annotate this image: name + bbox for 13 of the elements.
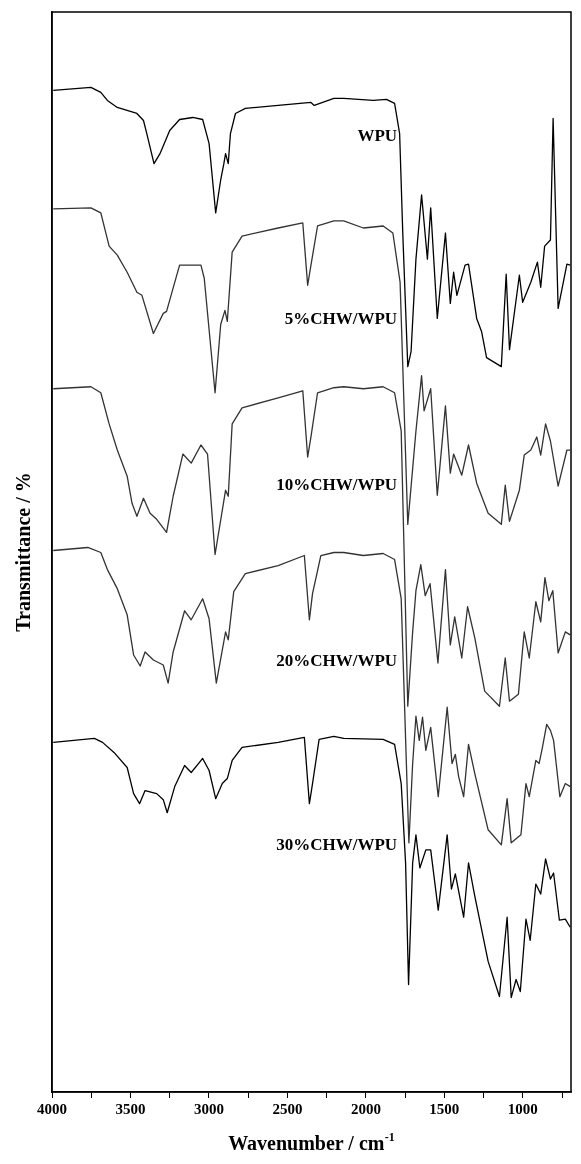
- series-label: 5%CHW/WPU: [284, 309, 398, 329]
- x-tick-label: 1000: [507, 1100, 538, 1117]
- x-tick-label: 3500: [115, 1100, 146, 1117]
- x-tick-label: 4000: [37, 1100, 67, 1117]
- x-tick-label: 1500: [429, 1100, 460, 1117]
- series-label: 30%CHW/WPU: [276, 835, 398, 855]
- series-label: 10%CHW/WPU: [276, 474, 398, 494]
- series-label: 20%CHW/WPU: [276, 651, 398, 671]
- y-axis-title: Transmittance / %: [12, 472, 34, 632]
- series-label: WPU: [357, 126, 398, 146]
- x-tick-label: 2500: [272, 1100, 303, 1117]
- x-tick-label: 3000: [193, 1100, 224, 1117]
- x-tick-label: 2000: [350, 1100, 381, 1117]
